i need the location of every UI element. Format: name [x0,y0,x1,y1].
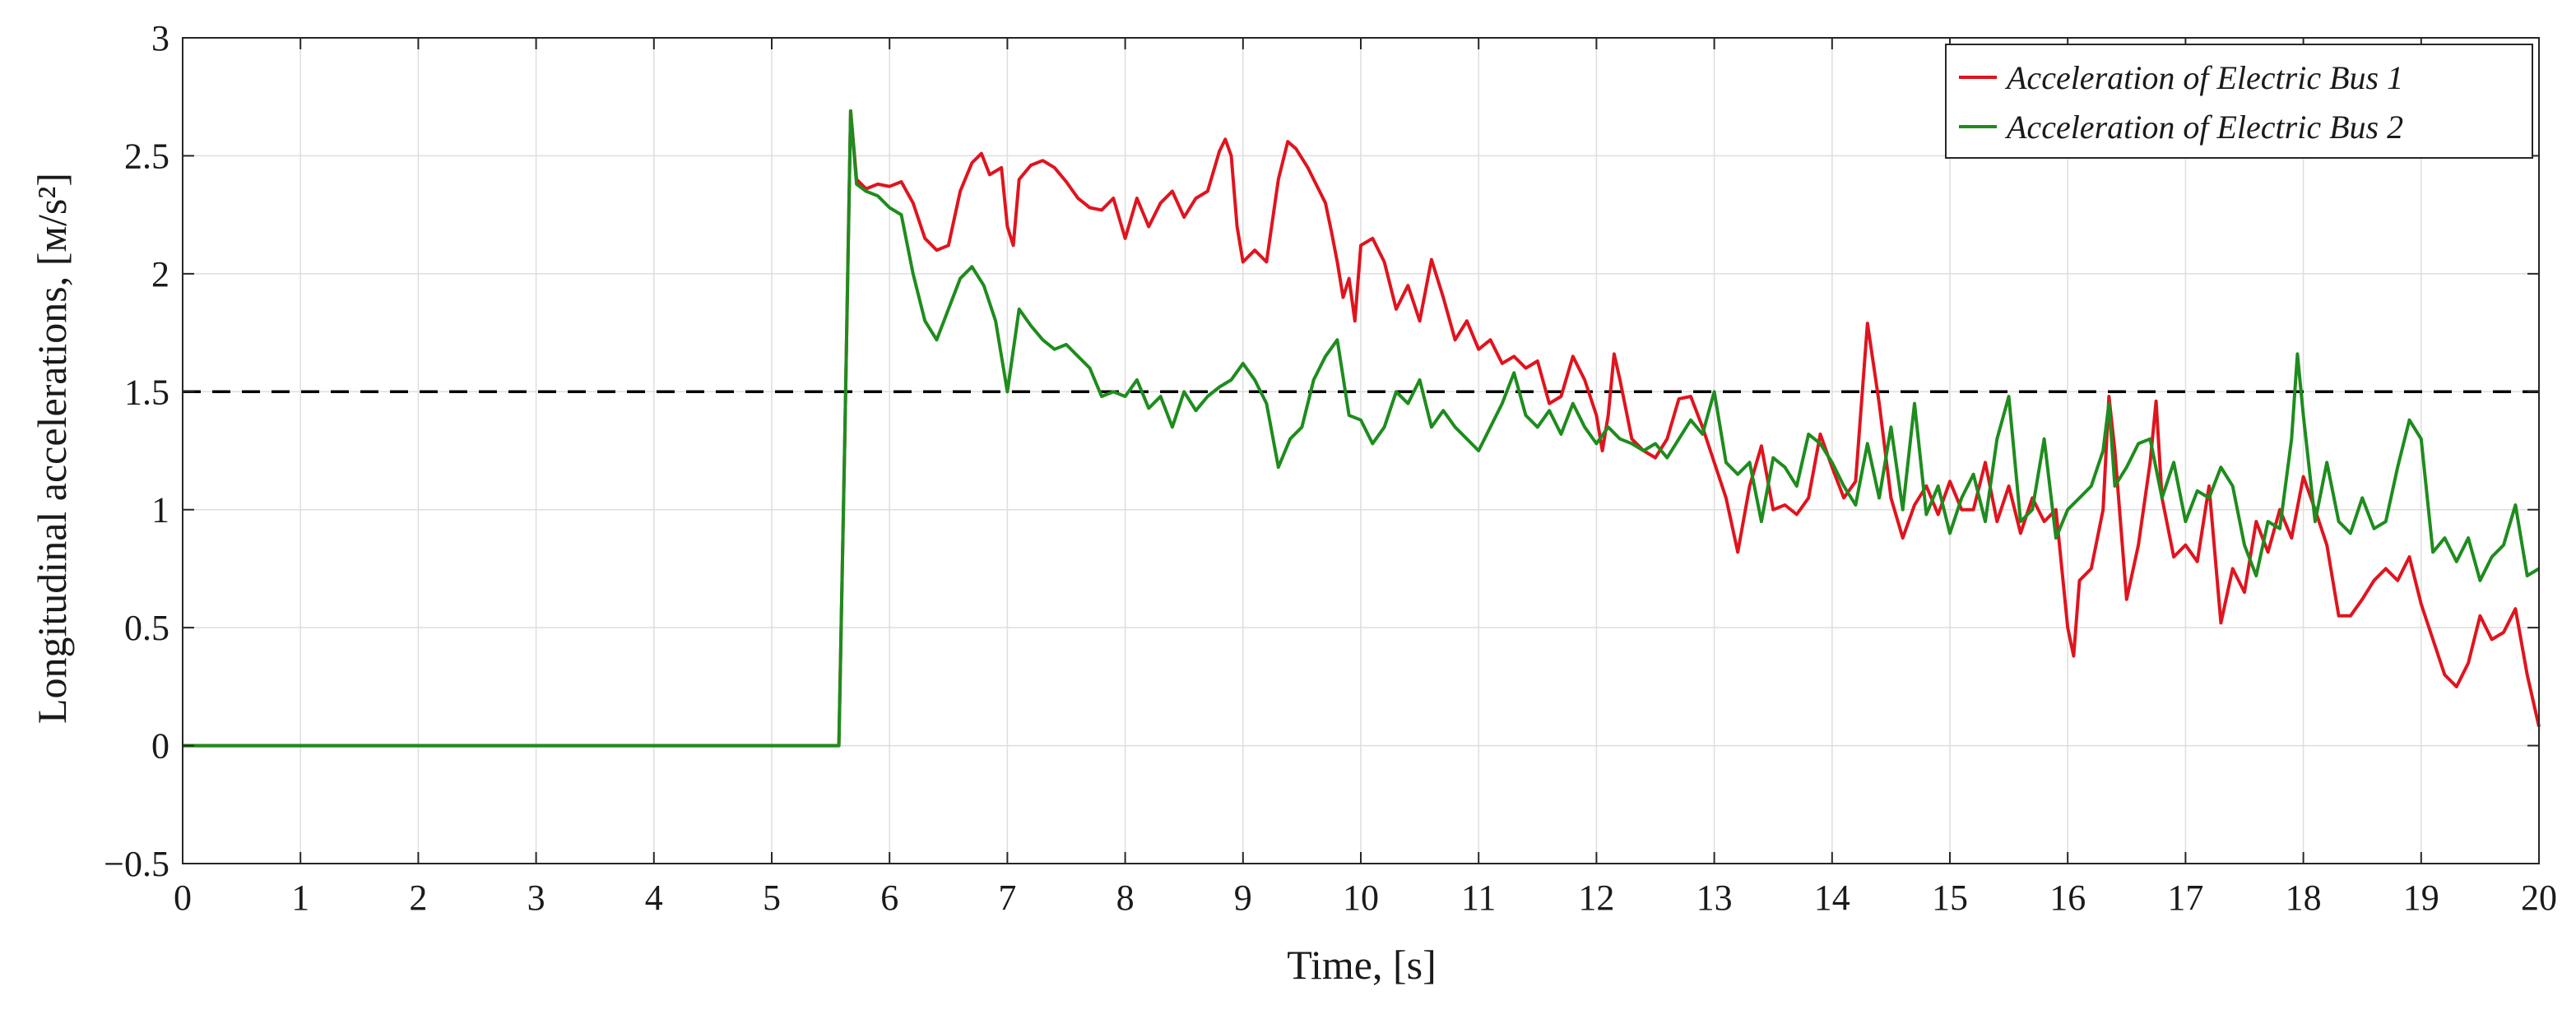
x-tick-label: 18 [2286,878,2322,918]
grid [182,37,2540,864]
x-tick-label: 16 [2049,878,2086,918]
x-tick-label: 17 [2167,878,2203,918]
y-tick-label: 0 [151,726,169,767]
legend-label-series-1: Acceleration of Electric Bus 1 [2004,59,2403,96]
x-tick-label: 1 [291,878,309,918]
tick-layer [182,37,2540,864]
y-tick-label: 2 [151,254,169,294]
x-tick-label: 9 [1234,878,1252,918]
x-tick-label: 3 [527,878,545,918]
x-tick-label: 10 [1343,878,1379,918]
tick-label-layer: 0 1 2 3 4 5 6 7 8 9 10 11 12 13 14 15 16 17 18 19 20−0.500.5… [104,18,2557,918]
x-tick-label: 13 [1696,878,1733,918]
legend: Acceleration of Electric Bus 1 Accelerat… [1945,44,2533,159]
x-tick-label: 2 [409,878,427,918]
legend-box [1945,44,2533,159]
x-tick-label: 15 [1932,878,1968,918]
y-axis-label: Longitudinal accelerations, [м/s²] [29,173,75,724]
y-tick-label: 3 [151,18,169,58]
x-tick-label: 14 [1814,878,1850,918]
series-line-2 [183,109,2541,748]
x-tick-label: 20 [2521,878,2557,918]
y-tick-label: 0.5 [124,608,169,648]
x-axis-label: Time, [s] [1287,942,1437,988]
x-tick-label: 12 [1578,878,1614,918]
series-line-1 [183,109,2541,748]
x-tick-label: 19 [2403,878,2439,918]
x-tick-label: 7 [998,878,1016,918]
y-tick-label: −0.5 [104,844,169,884]
x-tick-label: 8 [1116,878,1135,918]
x-tick-label: 4 [645,878,663,918]
x-tick-label: 0 [174,878,192,918]
legend-label-series-2: Acceleration of Electric Bus 2 [2004,109,2403,146]
x-tick-label: 11 [1461,878,1496,918]
series-layer [183,109,2541,748]
x-tick-label: 5 [763,878,781,918]
y-tick-label: 1.5 [124,372,169,412]
y-tick-label: 2.5 [124,136,169,176]
x-tick-label: 6 [880,878,898,918]
y-tick-label: 1 [151,490,169,530]
